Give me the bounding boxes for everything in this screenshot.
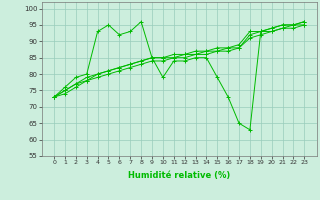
- X-axis label: Humidité relative (%): Humidité relative (%): [128, 171, 230, 180]
